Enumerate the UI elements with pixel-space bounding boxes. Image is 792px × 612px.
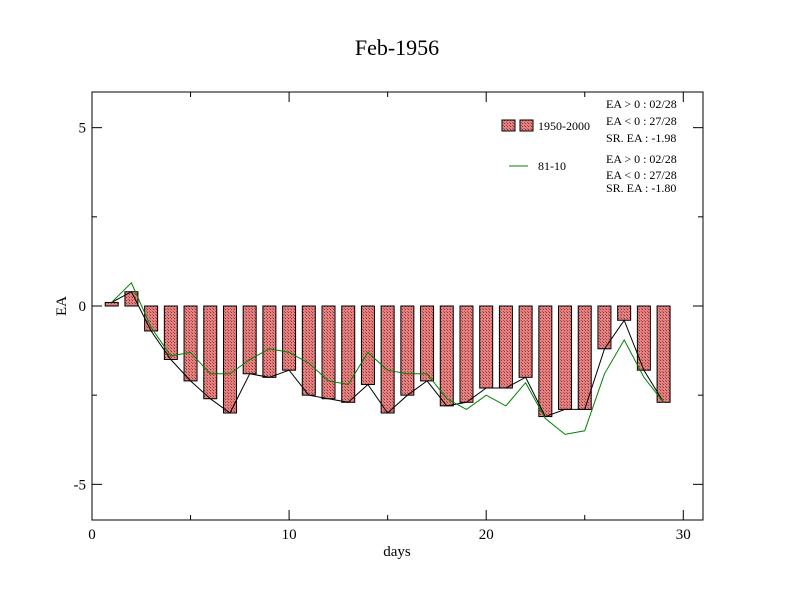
bar xyxy=(498,305,513,389)
bar xyxy=(242,305,257,375)
x-tick-label: 30 xyxy=(676,527,691,543)
bar xyxy=(656,305,671,403)
legend-stat: EA > 0 : 02/28 xyxy=(606,152,677,166)
bar xyxy=(439,305,454,407)
bar xyxy=(636,305,651,371)
axis-ticks: 0 10 20 30 -5 0 5 xyxy=(74,92,703,543)
bar xyxy=(518,305,533,378)
bar xyxy=(262,305,277,378)
y-tick-label: -5 xyxy=(74,477,87,493)
bar xyxy=(459,305,474,403)
legend-stat: SR. EA : -1.80 xyxy=(606,181,676,195)
x-tick-label: 0 xyxy=(88,527,96,543)
bar xyxy=(360,305,375,385)
legend-bar-swatch xyxy=(501,119,516,132)
x-axis-label: days xyxy=(383,544,411,560)
y-tick-label: 0 xyxy=(79,299,87,315)
bar xyxy=(104,301,119,307)
bar xyxy=(380,305,395,414)
bar xyxy=(479,305,494,389)
bar xyxy=(617,305,632,321)
legend-stat: SR. EA : -1.98 xyxy=(606,131,676,145)
bar xyxy=(321,305,336,400)
y-tick-label: 5 xyxy=(79,121,87,137)
bar xyxy=(400,305,415,396)
legend-bar-swatch xyxy=(519,119,534,132)
bar-series xyxy=(104,291,671,418)
legend-stat: EA < 0 : 27/28 xyxy=(606,168,677,182)
x-tick-label: 10 xyxy=(282,527,297,543)
chart-title: Feb-1956 xyxy=(355,35,439,60)
legend-label-bars: 1950-2000 xyxy=(538,119,590,133)
bar xyxy=(282,305,297,371)
bar xyxy=(203,305,218,400)
legend: 1950-2000 EA > 0 : 02/28 EA < 0 : 27/28 … xyxy=(501,97,677,195)
y-axis-label: EA xyxy=(54,296,70,316)
legend-stat: EA < 0 : 27/28 xyxy=(606,114,677,128)
line-series xyxy=(111,281,665,435)
bar xyxy=(222,305,237,414)
bar xyxy=(538,305,553,418)
bar xyxy=(163,305,178,360)
bar-tops-line xyxy=(111,291,665,418)
bar xyxy=(420,305,435,382)
bar xyxy=(558,305,573,410)
legend-stat: EA > 0 : 02/28 xyxy=(606,97,677,111)
bar xyxy=(183,305,198,382)
bar xyxy=(341,305,356,403)
bar xyxy=(301,305,316,396)
legend-label-line: 81-10 xyxy=(538,159,566,173)
series-line xyxy=(111,281,664,435)
x-tick-label: 20 xyxy=(479,527,494,543)
